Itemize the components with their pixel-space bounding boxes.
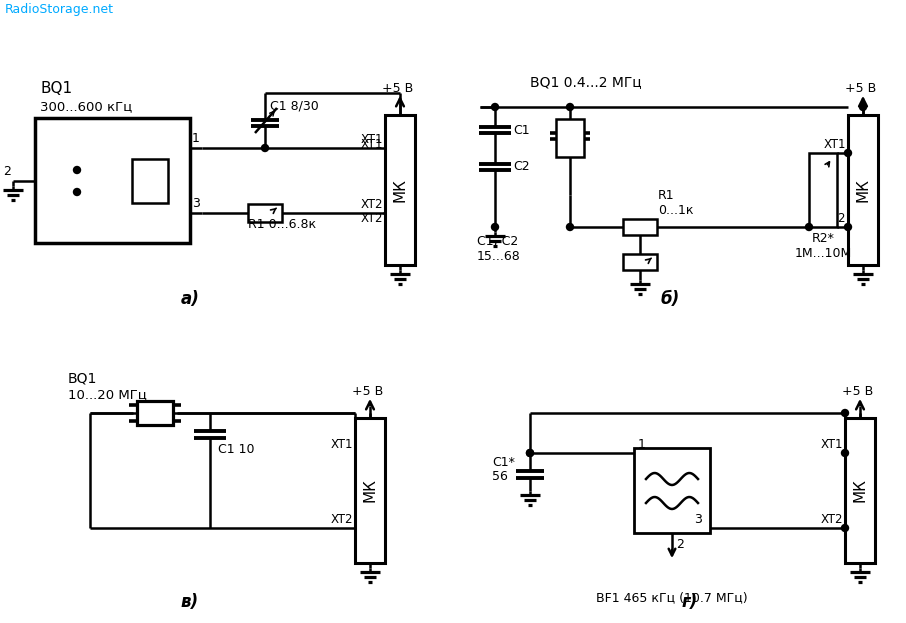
Text: C1 8/30: C1 8/30 [270, 100, 319, 113]
Text: C1: C1 [513, 123, 530, 136]
Text: C1 10: C1 10 [218, 443, 255, 456]
Text: XT2: XT2 [821, 513, 843, 526]
Text: XT1: XT1 [361, 138, 383, 151]
Bar [355, 418, 385, 563]
Circle shape [844, 150, 852, 156]
Text: 300...600 кГц: 300...600 кГц [40, 100, 132, 113]
Circle shape [526, 450, 534, 457]
Text: а): а) [180, 290, 199, 308]
Text: в): в) [181, 593, 199, 611]
Text: BQ1 0.4...2 МГц: BQ1 0.4...2 МГц [530, 75, 641, 89]
Text: XT2: XT2 [331, 513, 353, 526]
Text: XT2: XT2 [361, 212, 383, 225]
Text: б): б) [660, 290, 680, 308]
Bar [556, 119, 584, 157]
Circle shape [526, 450, 534, 457]
Text: XT2: XT2 [824, 212, 846, 225]
Text: BQ1: BQ1 [40, 81, 72, 96]
Text: +5 В: +5 В [845, 82, 876, 95]
Circle shape [73, 189, 81, 196]
Circle shape [491, 103, 498, 110]
Text: C1*: C1* [492, 457, 515, 470]
Circle shape [842, 450, 849, 457]
Text: 1: 1 [638, 438, 646, 451]
Circle shape [844, 224, 852, 231]
Bar [623, 254, 657, 270]
Text: 2: 2 [3, 165, 11, 178]
Circle shape [566, 224, 573, 231]
Text: 2: 2 [676, 538, 684, 551]
Text: RadioStorage.net: RadioStorage.net [5, 3, 114, 16]
Bar [848, 115, 878, 265]
Text: МК: МК [392, 178, 408, 202]
Circle shape [860, 103, 866, 110]
Text: R1
0...1к: R1 0...1к [658, 189, 693, 217]
Text: R2*
1M...10M: R2* 1M...10M [795, 232, 852, 260]
Text: МК: МК [362, 478, 378, 502]
Circle shape [491, 224, 498, 231]
Text: XT1: XT1 [821, 438, 843, 451]
Bar [35, 118, 190, 243]
Circle shape [73, 166, 81, 173]
Text: C2: C2 [513, 161, 530, 173]
Text: МК: МК [855, 178, 871, 202]
Circle shape [842, 409, 849, 417]
Text: XT1: XT1 [331, 438, 353, 451]
Text: +5 В: +5 В [352, 385, 383, 398]
Text: г): г) [682, 593, 699, 611]
Circle shape [566, 103, 573, 110]
Bar [809, 153, 837, 227]
Text: 10...20 МГц: 10...20 МГц [68, 388, 147, 401]
Text: XT2: XT2 [361, 198, 383, 211]
Text: XT1: XT1 [361, 133, 383, 146]
Bar [845, 418, 875, 563]
Bar [137, 401, 173, 425]
Circle shape [842, 525, 849, 531]
Text: R1 0...6.8к: R1 0...6.8к [248, 218, 316, 231]
Text: BQ1: BQ1 [68, 371, 97, 385]
Circle shape [262, 145, 268, 151]
Text: 56: 56 [492, 470, 508, 483]
Bar [132, 159, 168, 203]
Text: +5 В: +5 В [842, 385, 873, 398]
Text: C1, C2
15...68: C1, C2 15...68 [477, 235, 521, 263]
Bar [385, 115, 415, 265]
Bar [248, 204, 282, 222]
Bar [623, 219, 657, 235]
Text: +5 В: +5 В [382, 82, 413, 95]
Bar [634, 448, 710, 533]
Text: МК: МК [853, 478, 868, 502]
Text: 3: 3 [192, 197, 200, 210]
Text: XT1: XT1 [824, 138, 846, 151]
Text: 1: 1 [192, 132, 200, 145]
Circle shape [805, 224, 813, 231]
Text: BF1 465 кГц (10.7 МГц): BF1 465 кГц (10.7 МГц) [596, 591, 747, 604]
Text: 3: 3 [694, 513, 702, 526]
